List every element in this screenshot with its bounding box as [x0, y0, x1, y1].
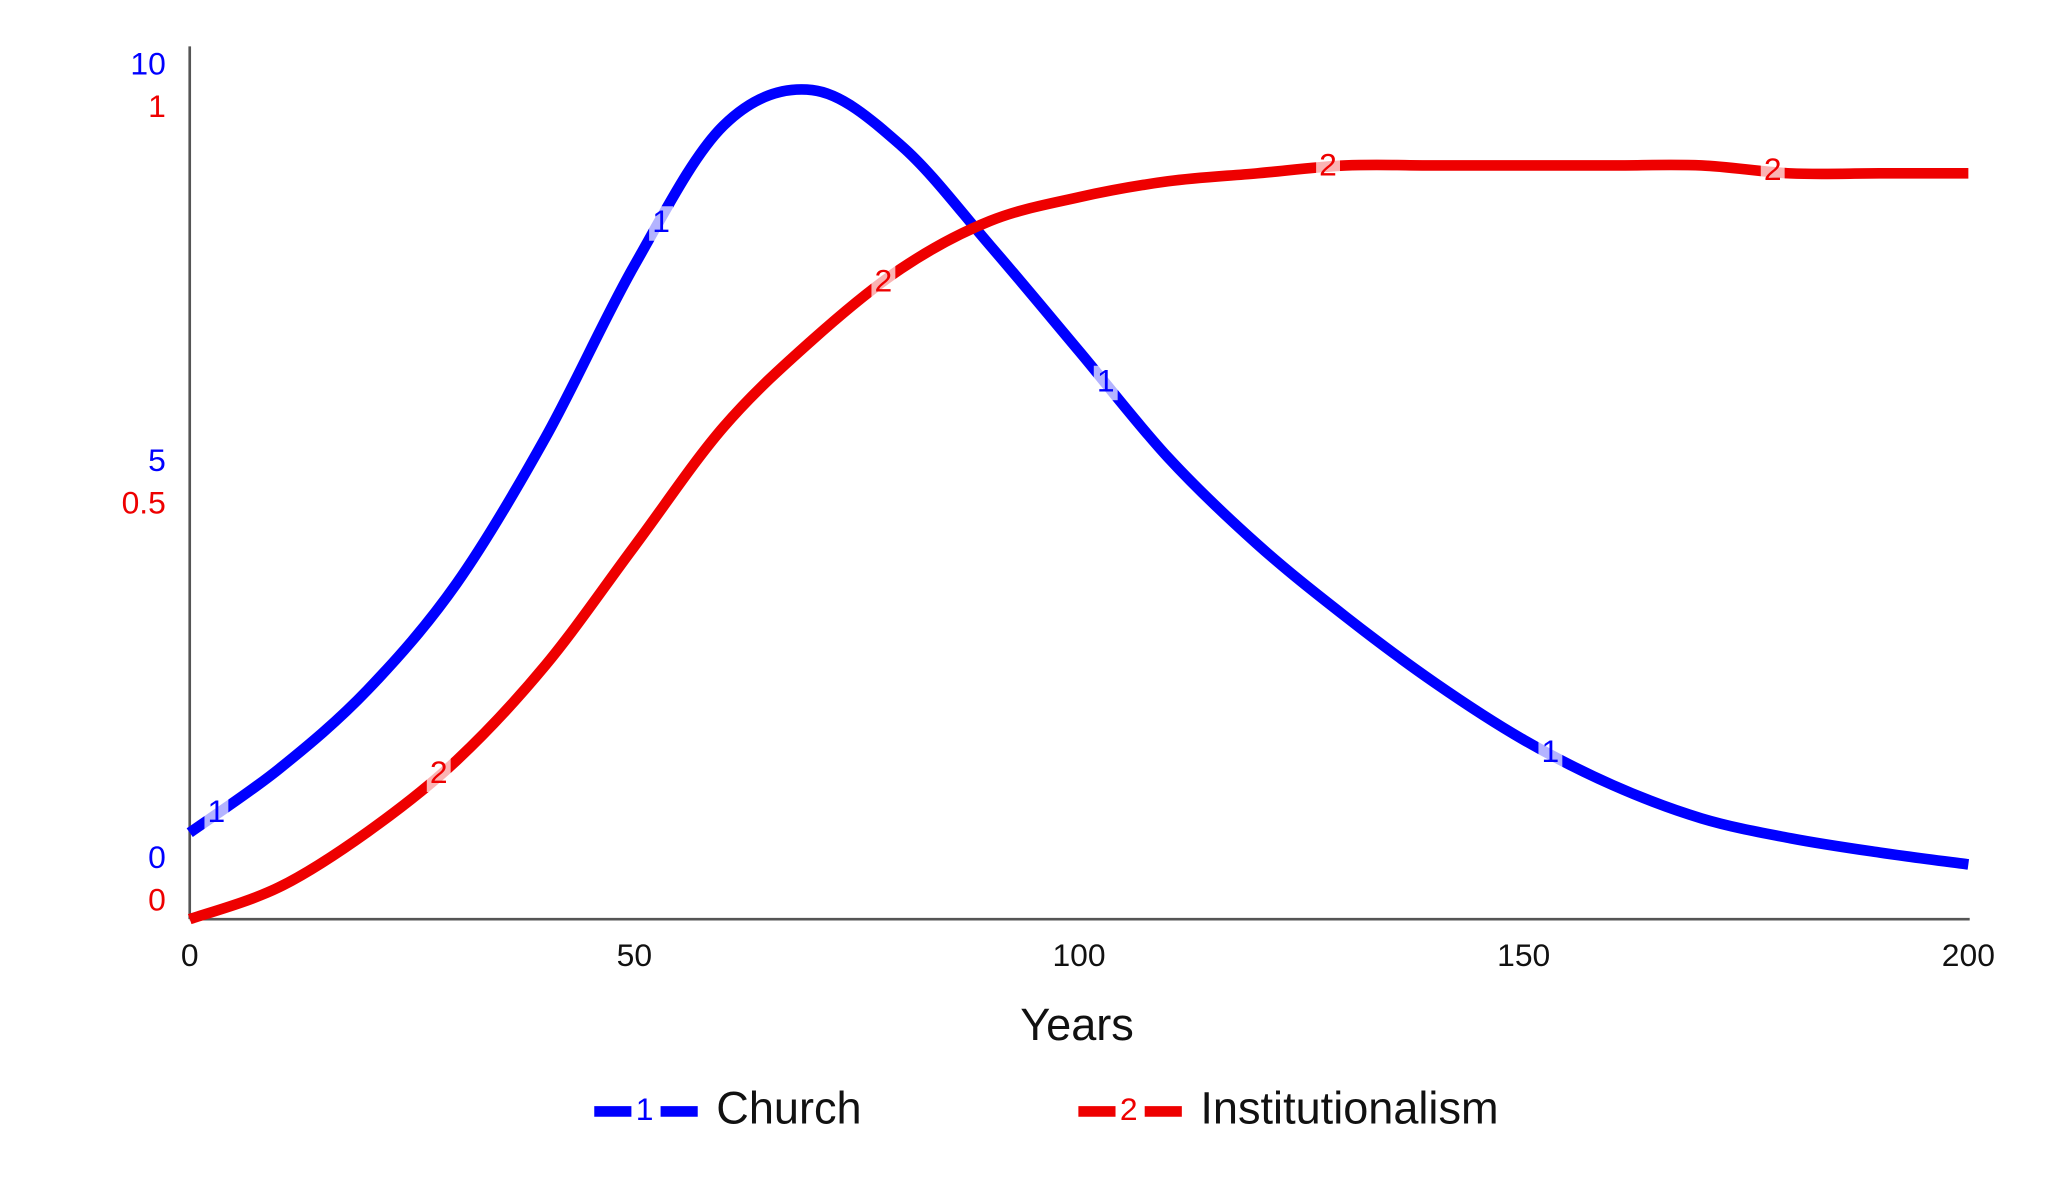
- y-tick-label: 10: [130, 45, 165, 81]
- y-tick-label: 0: [148, 839, 166, 875]
- curve-label: 2: [1764, 151, 1782, 187]
- x-axis-title: Years: [1020, 999, 1134, 1050]
- x-tick-label: 100: [1052, 937, 1105, 973]
- curve-label: 2: [1319, 146, 1337, 182]
- x-tick-label: 150: [1497, 937, 1550, 973]
- curve-label-bg: [1538, 736, 1563, 771]
- curve-label: 1: [652, 203, 670, 239]
- legend-marker: 2: [1120, 1091, 1138, 1127]
- curve-label: 1: [1542, 733, 1560, 769]
- curve-label-bg: [204, 796, 229, 831]
- line-series: [186, 84, 1970, 870]
- curve-label-bg: [1093, 365, 1118, 401]
- y2-tick-label: 0.5: [122, 485, 166, 521]
- y2-tick-label: 1: [148, 88, 166, 124]
- curve-label-bg: [1760, 154, 1785, 190]
- curve-label: 1: [1097, 362, 1115, 398]
- curve-label-bg: [426, 757, 451, 793]
- x-tick-label: 50: [617, 937, 652, 973]
- line-series: [187, 159, 1969, 925]
- curve-label-bg: [871, 265, 896, 301]
- curve-label-bg: [649, 206, 674, 241]
- curve-label-bg: [1316, 149, 1340, 185]
- curve-label: 2: [430, 754, 448, 790]
- y-tick-label: 5: [148, 442, 166, 478]
- x-tick-label: 0: [181, 937, 199, 973]
- legend-label: Institutionalism: [1200, 1082, 1498, 1133]
- x-tick-label: 200: [1942, 937, 1995, 973]
- legend-label: Church: [716, 1082, 861, 1133]
- curve-label: 2: [875, 262, 893, 298]
- y2-tick-label: 0: [148, 881, 166, 917]
- legend-marker: 1: [636, 1091, 654, 1127]
- curve-label: 1: [208, 793, 226, 829]
